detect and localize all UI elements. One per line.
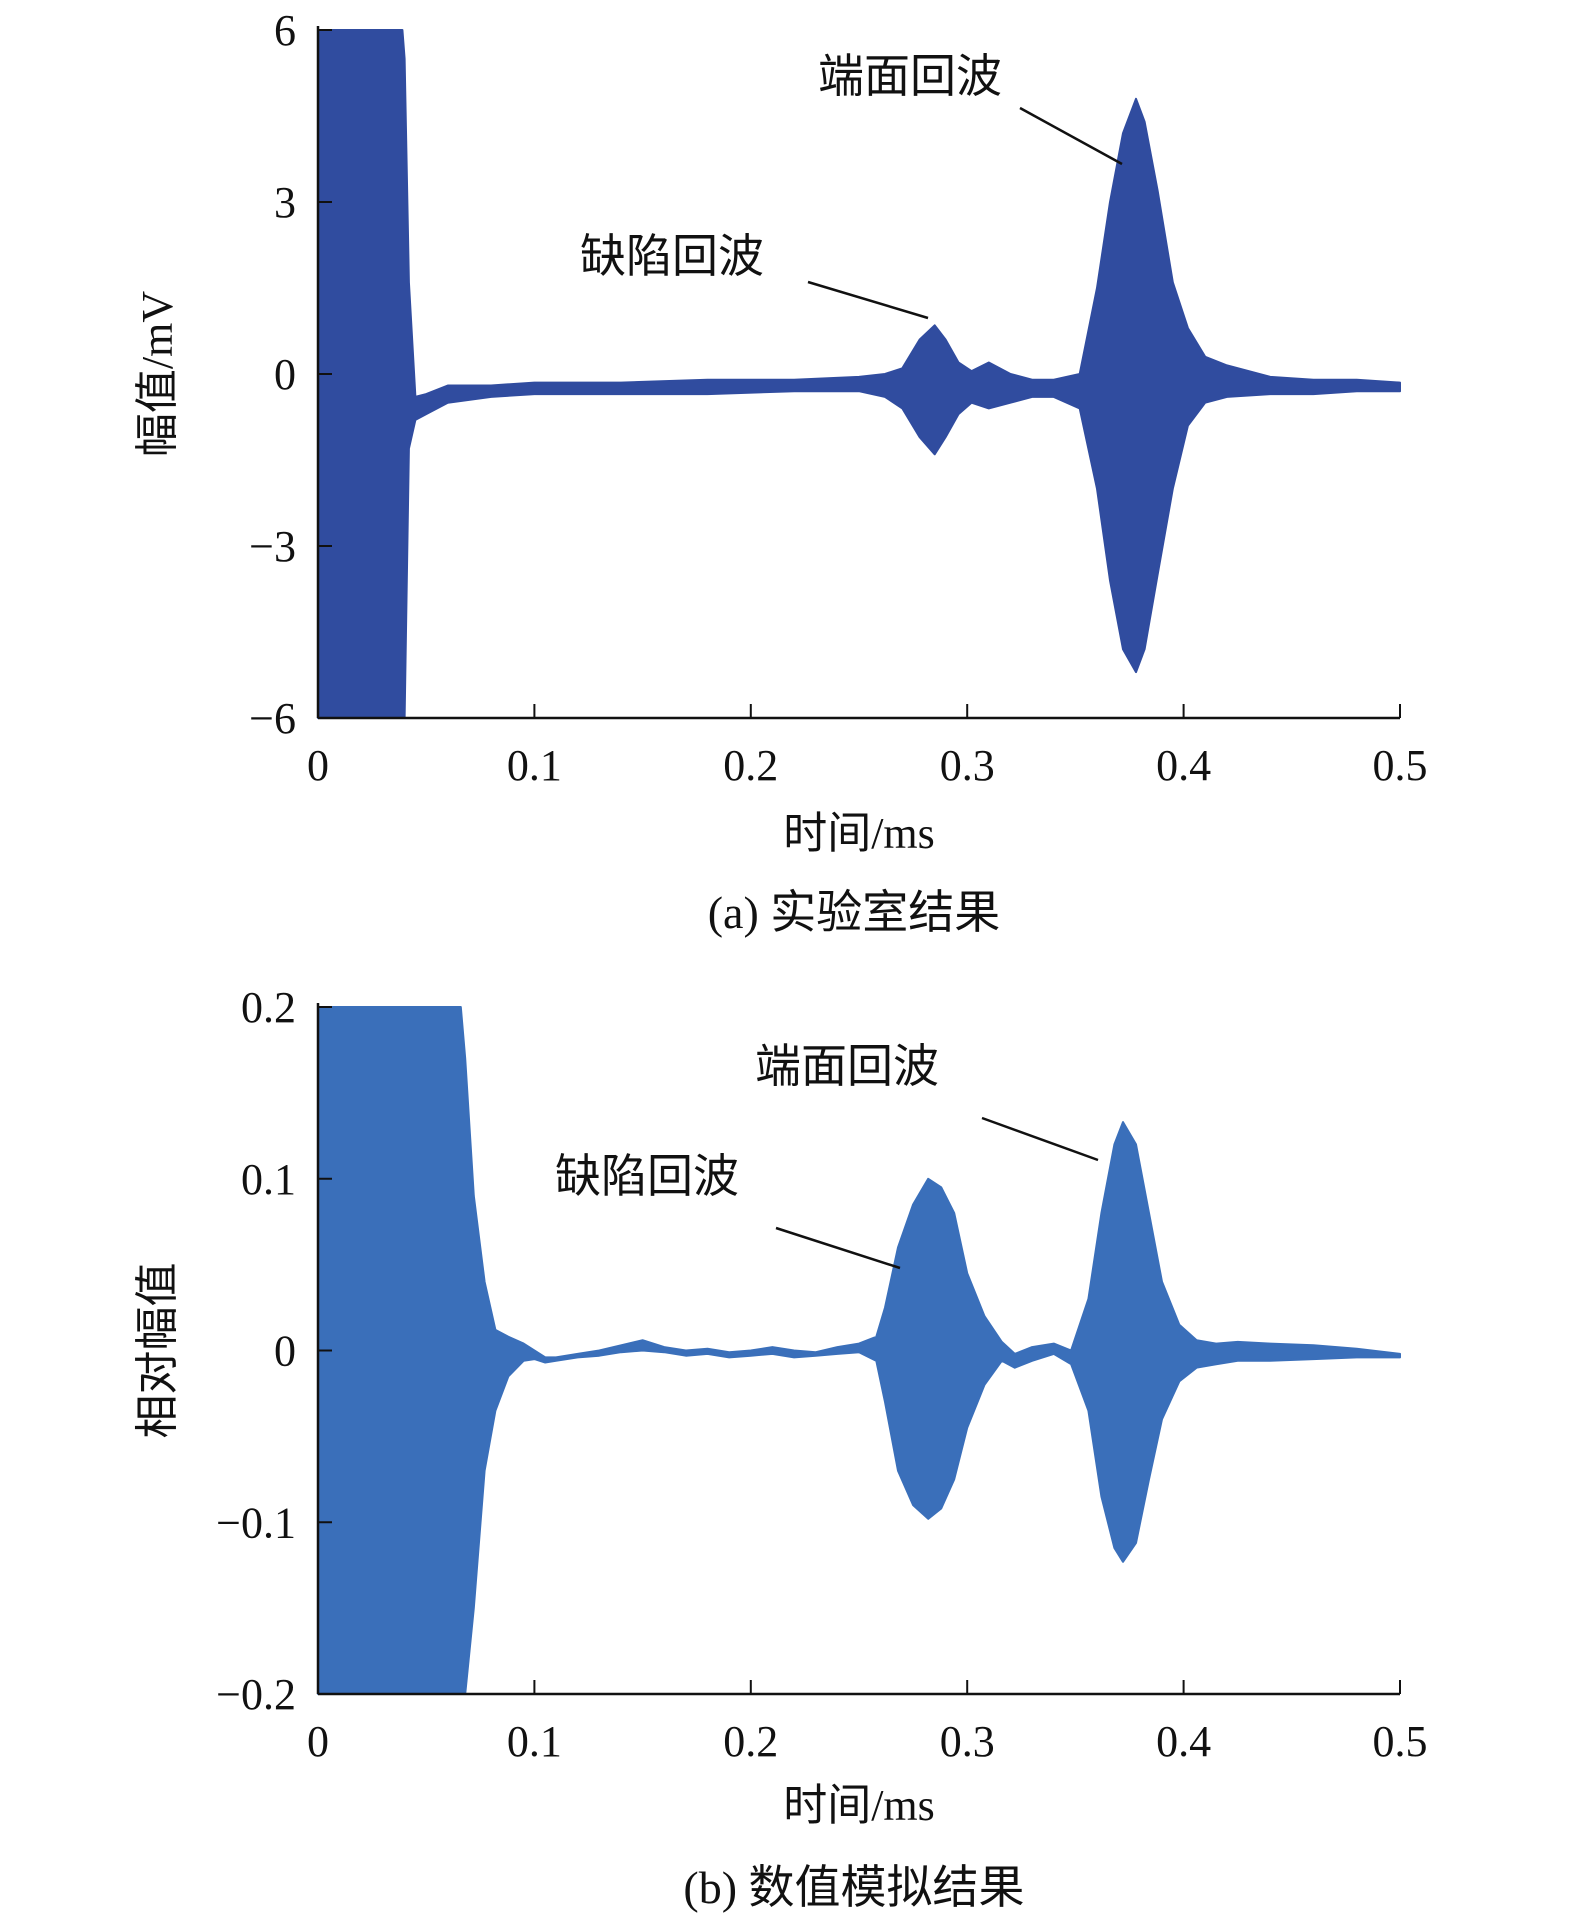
y-tick-label: −3 xyxy=(249,522,296,571)
panel-a-laboratory: 630−3−60 0.1 0.2 0.3 0.4 0.5时间/ms幅值/mV缺陷回波端面回… xyxy=(133,6,1428,938)
panel-caption: (b) 数值模拟结果 xyxy=(683,1862,1024,1913)
x-tick-label: 0.3 xyxy=(940,1717,995,1766)
x-axis-label: 时间/ms xyxy=(783,809,935,858)
x-axis-label: 时间/ms xyxy=(783,1781,935,1830)
annotation-label: 端面回波 xyxy=(755,1041,939,1092)
y-tick-label: 0.1 xyxy=(241,1155,296,1204)
annotation-label: 端面回波 xyxy=(818,51,1002,102)
waveform-envelope-b xyxy=(317,1006,1401,1695)
annotation-label: 缺陷回波 xyxy=(580,231,764,282)
y-axis-label: 相对幅值 xyxy=(133,1263,182,1439)
annotation-label: 缺陷回波 xyxy=(555,1151,739,1202)
x-tick-label: 0 xyxy=(307,1717,329,1766)
y-tick-label: −0.1 xyxy=(216,1498,296,1547)
y-tick-label: 0 xyxy=(274,350,296,399)
x-tick-label: 0.2 xyxy=(723,1717,778,1766)
annotation-leader-line xyxy=(807,280,929,320)
y-axis-label: 幅值/mV xyxy=(133,291,182,457)
x-tick-label: 0.1 xyxy=(507,1717,562,1766)
annotation-leader-line xyxy=(981,1116,1099,1162)
x-tick-label: 0.5 xyxy=(1373,741,1428,790)
panel-b-simulation: 0.20.10−0.1−0.20 0.1 0.2 0.3 0.4 0.5时间/ms相对幅值… xyxy=(133,983,1428,1913)
x-tick-label: 0.5 xyxy=(1373,1717,1428,1766)
y-tick-label: 6 xyxy=(274,6,296,55)
panel-caption: (a) 实验室结果 xyxy=(708,887,1001,938)
x-tick-label: 0.4 xyxy=(1156,1717,1211,1766)
x-tick-label: 0.1 xyxy=(507,741,562,790)
y-tick-label: 3 xyxy=(274,178,296,227)
y-tick-label: −6 xyxy=(249,694,296,743)
annotation-leader-line xyxy=(1019,106,1123,166)
x-tick-label: 0.4 xyxy=(1156,741,1211,790)
x-tick-label: 0.3 xyxy=(940,741,995,790)
y-tick-label: −0.2 xyxy=(216,1670,296,1719)
annotation-leader-line xyxy=(775,1226,901,1270)
x-tick-label: 0.2 xyxy=(723,741,778,790)
y-tick-label: 0.2 xyxy=(241,983,296,1032)
waveform-envelope-a xyxy=(317,29,1401,719)
x-tick-label: 0 xyxy=(307,741,329,790)
y-tick-label: 0 xyxy=(274,1327,296,1376)
